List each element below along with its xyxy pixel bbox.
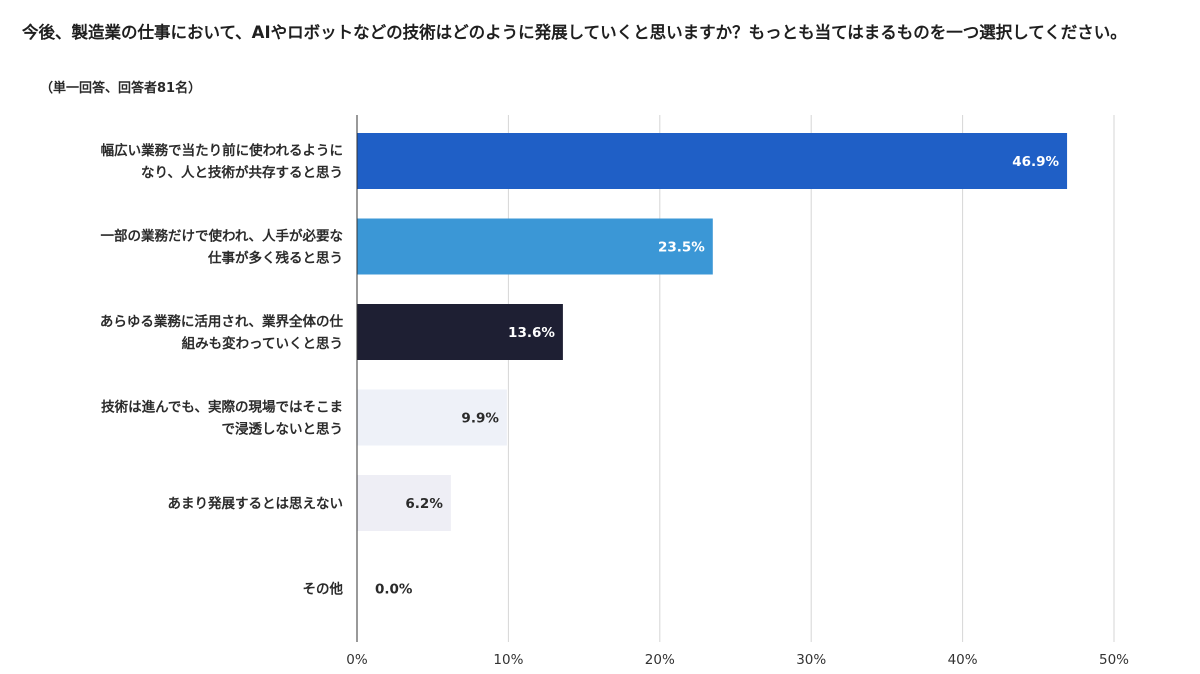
x-tick-label: 50% [1099,652,1129,668]
x-tick-label: 30% [796,652,826,668]
category-label: その他 [303,581,344,598]
value-label: 6.2% [405,496,443,512]
category-label: 幅広い業務で当たり前に使われるように [101,142,343,159]
category-label: で浸透しないと思う [222,421,344,438]
category-label: 一部の業務だけで使われ、人手が必要な [101,228,343,245]
category-label: あらゆる業務に活用され、業界全体の仕 [100,313,344,330]
category-label: 仕事が多く残ると思う [207,250,343,267]
category-label: 組みも変わっていくと思う [182,335,343,352]
value-label: 23.5% [658,240,705,256]
x-tick-label: 20% [645,652,675,668]
category-label: なり、人と技術が共存すると思う [141,164,343,181]
value-label: 46.9% [1012,154,1059,170]
x-tick-label: 10% [493,652,523,668]
bar-1 [357,218,713,275]
bar-2 [357,304,563,360]
category-label: あまり発展するとは思えない [168,495,344,512]
x-tick-label: 0% [346,652,368,668]
value-label: 9.9% [461,411,499,427]
response-note: （単一回答、回答者81名） [40,81,202,96]
category-label: 技術は進んでも、実際の現場ではそこま [101,399,343,416]
bar-4 [357,475,451,531]
bar-0 [357,133,1068,189]
x-tick-label: 40% [948,652,978,668]
bar-3 [357,389,507,446]
value-label: 0.0% [375,582,413,598]
question-title: 今後、製造業の仕事において、AIやロボットなどの技術はどのように発展していくと思… [22,23,1127,42]
value-label: 13.6% [508,325,555,341]
